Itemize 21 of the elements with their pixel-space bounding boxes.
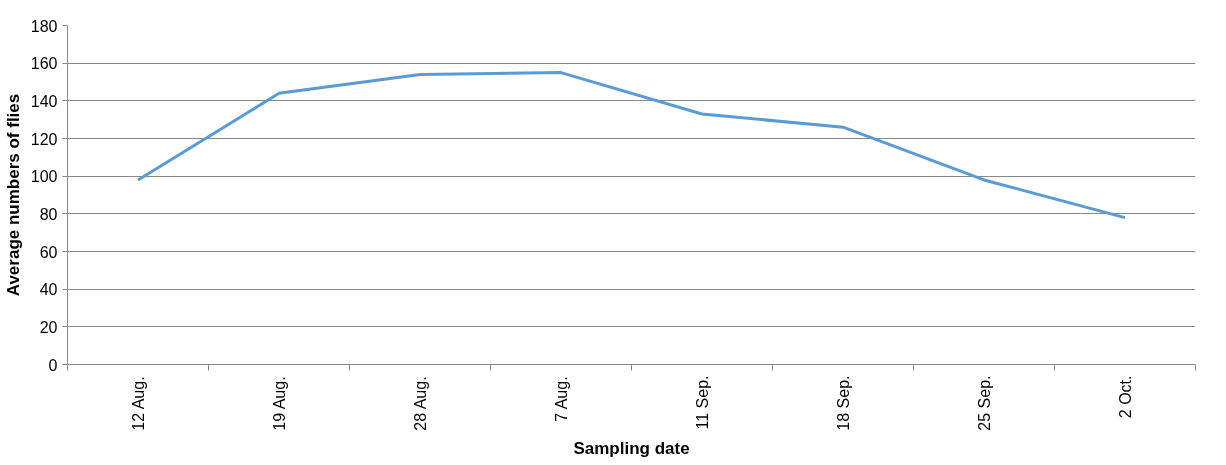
y-tick-label: 80 [39, 205, 58, 223]
y-axis-title: Average numbers of flies [3, 93, 23, 297]
y-tick-label: 0 [48, 356, 58, 374]
x-tick-label: 18 Sep. [834, 375, 852, 431]
y-tick-label: 100 [30, 168, 58, 186]
x-tick-label: 19 Aug. [270, 376, 288, 431]
y-tick-label: 140 [30, 92, 58, 110]
x-tick-label: 11 Sep. [693, 375, 711, 430]
y-tick-label: 160 [30, 55, 58, 73]
line-series [136, 71, 1127, 220]
x-axis-title: Sampling date [573, 438, 690, 458]
y-tick-label: 180 [30, 17, 58, 35]
y-tick-label: 120 [30, 130, 58, 148]
x-tick-label: 12 Aug. [129, 376, 147, 431]
y-tick-label: 40 [39, 281, 58, 299]
x-tick-label: 2 Oct. [1116, 375, 1134, 419]
x-tick-label: 28 Aug. [411, 376, 429, 431]
x-tick-label: 25 Sep. [975, 375, 993, 431]
x-tick-label: 7 Aug. [552, 376, 570, 422]
y-tick-label: 20 [39, 318, 58, 336]
y-tick-label: 60 [39, 243, 58, 261]
